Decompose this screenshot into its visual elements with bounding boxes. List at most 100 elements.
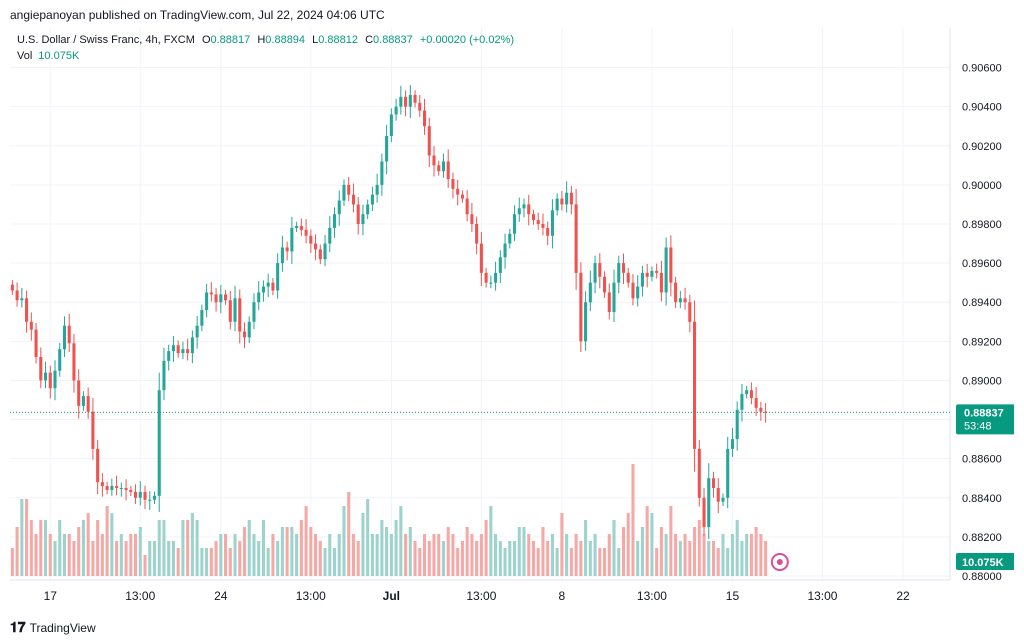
volume-label[interactable]: Vol — [17, 50, 33, 62]
volume-bar — [404, 534, 408, 576]
volume-bar — [579, 541, 583, 576]
x-tick-label: 15 — [726, 589, 740, 603]
volume-legend: Vol 10.075K — [17, 50, 79, 62]
candle-body — [176, 345, 180, 354]
candle-body — [603, 276, 607, 293]
open-label: O — [201, 34, 211, 46]
candles — [10, 85, 768, 540]
volume-bar — [489, 506, 493, 576]
volume-bar — [650, 513, 654, 576]
candle-body — [200, 310, 204, 326]
candle-body — [389, 114, 393, 136]
candle-body — [404, 96, 408, 107]
volume-bar — [574, 534, 578, 576]
candle-body — [129, 489, 133, 492]
volume-bar — [745, 534, 749, 576]
volume-bar — [271, 534, 275, 576]
candle-body — [15, 290, 19, 301]
price-axis[interactable]: 0.880000.882000.884000.886000.888000.890… — [962, 63, 1002, 583]
candlestick-chart[interactable]: 0.880000.882000.884000.886000.888000.890… — [10, 28, 1014, 608]
candle-body — [517, 208, 521, 215]
candle-body — [356, 204, 360, 224]
volume-bar — [162, 520, 166, 576]
volume-bar — [664, 534, 668, 576]
volume-bar — [115, 541, 119, 576]
candle-body — [745, 390, 749, 395]
volume-bar — [299, 520, 303, 576]
candle-body — [138, 491, 142, 498]
volume-bar — [34, 534, 38, 576]
volume-bar — [432, 534, 436, 576]
time-axis[interactable]: 17 13:00 24 13:00 Jul 13:00 8 13:00 15 13:00 22 — [44, 589, 910, 603]
candle-body — [77, 380, 81, 406]
candle-body — [394, 106, 398, 115]
candle-body — [205, 292, 209, 311]
volume-bar — [702, 534, 706, 576]
tradingview-logo-icon[interactable]: 𝟏𝟕 — [10, 619, 26, 635]
candle-body — [186, 349, 190, 354]
volume-bar — [119, 534, 123, 576]
volume-bar — [498, 541, 502, 576]
candle-body — [10, 284, 14, 291]
candle-body — [96, 448, 100, 483]
candle-body — [81, 396, 85, 406]
candle-body — [465, 198, 469, 215]
candle-body — [171, 345, 175, 352]
candle-body — [446, 161, 450, 180]
candle-body — [650, 270, 654, 277]
volume-bar — [318, 541, 322, 576]
volume-bar — [735, 520, 739, 576]
candle-body — [181, 349, 185, 354]
candle-body — [531, 214, 536, 221]
candle-body — [72, 343, 76, 381]
volume-bar — [584, 520, 588, 576]
x-tick-label: 22 — [896, 589, 910, 603]
volume-bar — [465, 527, 469, 576]
volume-bar — [285, 527, 289, 576]
candle-body — [735, 409, 739, 440]
candle-body — [299, 225, 303, 230]
candle-body — [233, 298, 237, 322]
volume-bar — [456, 548, 460, 576]
brand-name[interactable]: TradingView — [29, 620, 96, 635]
volume-bar — [58, 520, 62, 576]
volume-bar — [669, 506, 673, 576]
candle-body — [238, 298, 242, 332]
y-tick-label: 0.88000 — [962, 571, 1002, 583]
x-tick-label: 13:00 — [466, 589, 496, 603]
candle-body — [361, 214, 365, 224]
candle-body — [385, 136, 389, 162]
volume-bar — [342, 506, 346, 576]
candle-body — [522, 204, 526, 209]
volume-bar — [555, 548, 559, 576]
volume-bar — [749, 534, 753, 576]
candle-body — [190, 337, 194, 354]
candle-body — [43, 372, 48, 381]
candle-body — [588, 282, 592, 303]
volume-bar — [531, 541, 536, 576]
candle-body — [148, 499, 152, 501]
volume-bar — [603, 548, 607, 576]
volume-bar — [138, 527, 142, 576]
candle-body — [688, 302, 692, 322]
candle-body — [655, 270, 659, 273]
volume-bar — [451, 534, 455, 576]
close-value: 0.88837 — [373, 34, 413, 46]
candle-body — [764, 411, 768, 413]
chart-frame[interactable]: 0.880000.882000.884000.886000.888000.890… — [10, 28, 1014, 608]
volume-bar — [441, 541, 446, 576]
symbol-name[interactable]: U.S. Dollar / Swiss Franc, 4h, FXCM — [17, 34, 195, 46]
candle-body — [295, 225, 299, 228]
candle-body — [574, 204, 578, 273]
volume-bar — [759, 534, 763, 576]
y-tick-label: 0.89400 — [962, 297, 1002, 309]
volume-bar — [683, 534, 687, 576]
volume-bar — [43, 520, 48, 576]
candle-body — [536, 220, 540, 224]
volume-bar — [10, 548, 14, 576]
candle-body — [512, 214, 517, 234]
volume-bar — [726, 548, 730, 576]
candle-body — [427, 126, 431, 156]
candle-body — [209, 292, 213, 295]
volume-bar — [621, 527, 626, 576]
